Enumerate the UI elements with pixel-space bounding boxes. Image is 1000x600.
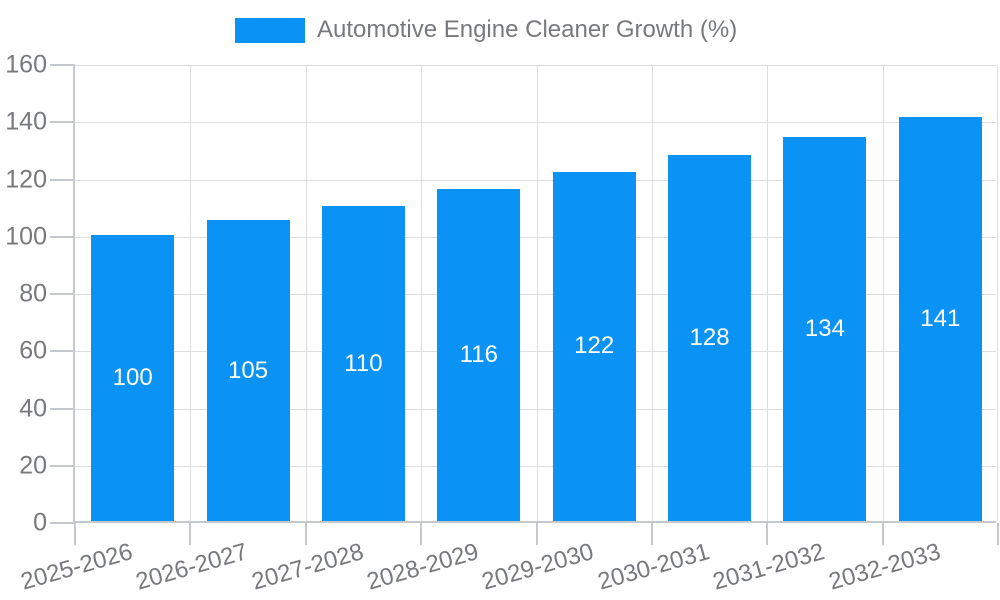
x-axis-label: 2032-2033 bbox=[825, 538, 944, 596]
x-axis-tick bbox=[997, 523, 999, 545]
x-axis-label: 2030-2031 bbox=[594, 538, 713, 596]
bar-value-label: 141 bbox=[920, 305, 961, 333]
legend-label: Automotive Engine Cleaner Growth (%) bbox=[317, 16, 738, 43]
y-axis-label: 20 bbox=[19, 451, 47, 480]
gridline-horizontal bbox=[75, 179, 996, 181]
y-axis-tick bbox=[50, 350, 75, 353]
gridline-horizontal bbox=[75, 122, 996, 124]
x-axis-label: 2029-2030 bbox=[479, 538, 598, 596]
bar-2027-2028[interactable]: 110 bbox=[321, 206, 405, 521]
bar-2030-2031[interactable]: 128 bbox=[668, 154, 752, 521]
y-axis-tick bbox=[50, 64, 75, 66]
gridline-horizontal bbox=[75, 465, 996, 467]
x-axis-label: 2025-2026 bbox=[17, 538, 136, 596]
bar-value-label: 128 bbox=[689, 323, 730, 351]
bar-2026-2027[interactable]: 105 bbox=[206, 220, 290, 521]
gridline-vertical bbox=[421, 65, 423, 521]
gridline-vertical bbox=[767, 65, 769, 521]
bar-value-label: 110 bbox=[344, 349, 383, 377]
bar-value-label: 100 bbox=[112, 363, 153, 391]
y-axis-tick bbox=[50, 407, 75, 410]
legend-swatch-icon bbox=[235, 17, 305, 43]
plot-area: 100 105 110 116 122 128 134 141 bbox=[50, 64, 999, 545]
x-axis-tick bbox=[766, 523, 769, 545]
legend-item[interactable]: Automotive Engine Cleaner Growth (%) bbox=[235, 16, 737, 44]
bar-value-label: 134 bbox=[804, 315, 845, 343]
bar-value-label: 122 bbox=[574, 332, 615, 360]
x-axis-tick bbox=[535, 523, 538, 545]
gridline-horizontal bbox=[75, 294, 996, 295]
x-axis-tick bbox=[74, 523, 76, 545]
x-axis-label: 2026-2027 bbox=[133, 538, 251, 596]
y-axis-tick bbox=[50, 235, 75, 238]
x-axis-tick bbox=[420, 523, 423, 545]
x-axis-label: 2028-2029 bbox=[363, 538, 482, 596]
bar-value-label: 105 bbox=[228, 356, 269, 384]
y-axis-label: 0 bbox=[33, 508, 47, 537]
y-axis-label: 120 bbox=[5, 165, 47, 193]
gridline-vertical bbox=[651, 65, 653, 521]
y-axis-tick bbox=[50, 121, 75, 124]
gridline-horizontal bbox=[75, 65, 996, 66]
y-axis-label: 40 bbox=[19, 394, 47, 422]
y-axis-label: 160 bbox=[5, 50, 47, 79]
bar-2025-2026[interactable]: 100 bbox=[91, 234, 175, 521]
y-axis-label: 80 bbox=[19, 279, 47, 308]
gridline-vertical bbox=[997, 65, 998, 521]
bar-2032-2033[interactable]: 141 bbox=[898, 117, 982, 521]
gridline-vertical bbox=[882, 65, 884, 521]
y-axis-tick bbox=[50, 522, 75, 524]
gridline-vertical bbox=[190, 65, 192, 521]
gridline-horizontal bbox=[75, 408, 996, 410]
bar-2029-2030[interactable]: 122 bbox=[552, 171, 636, 521]
bar-2028-2029[interactable]: 116 bbox=[437, 188, 521, 521]
y-axis-label: 60 bbox=[19, 336, 47, 365]
bar-2031-2032[interactable]: 134 bbox=[783, 137, 867, 521]
x-axis-tick bbox=[189, 523, 192, 545]
y-axis-label: 100 bbox=[5, 222, 47, 251]
gridline-horizontal bbox=[75, 351, 996, 353]
y-axis-label: 140 bbox=[5, 107, 47, 136]
x-axis-label: 2031-2032 bbox=[710, 538, 828, 596]
gridline-horizontal bbox=[75, 236, 996, 238]
x-axis-label: 2027-2028 bbox=[248, 538, 367, 596]
x-axis-tick bbox=[881, 523, 884, 545]
y-axis-tick bbox=[50, 293, 75, 295]
y-axis-tick bbox=[50, 178, 75, 181]
y-axis-tick bbox=[50, 464, 75, 467]
bar-value-label: 116 bbox=[459, 340, 498, 368]
x-axis-tick bbox=[650, 523, 653, 545]
x-axis-tick bbox=[304, 523, 307, 545]
gridline-vertical bbox=[305, 65, 307, 521]
gridline-vertical bbox=[536, 65, 538, 521]
